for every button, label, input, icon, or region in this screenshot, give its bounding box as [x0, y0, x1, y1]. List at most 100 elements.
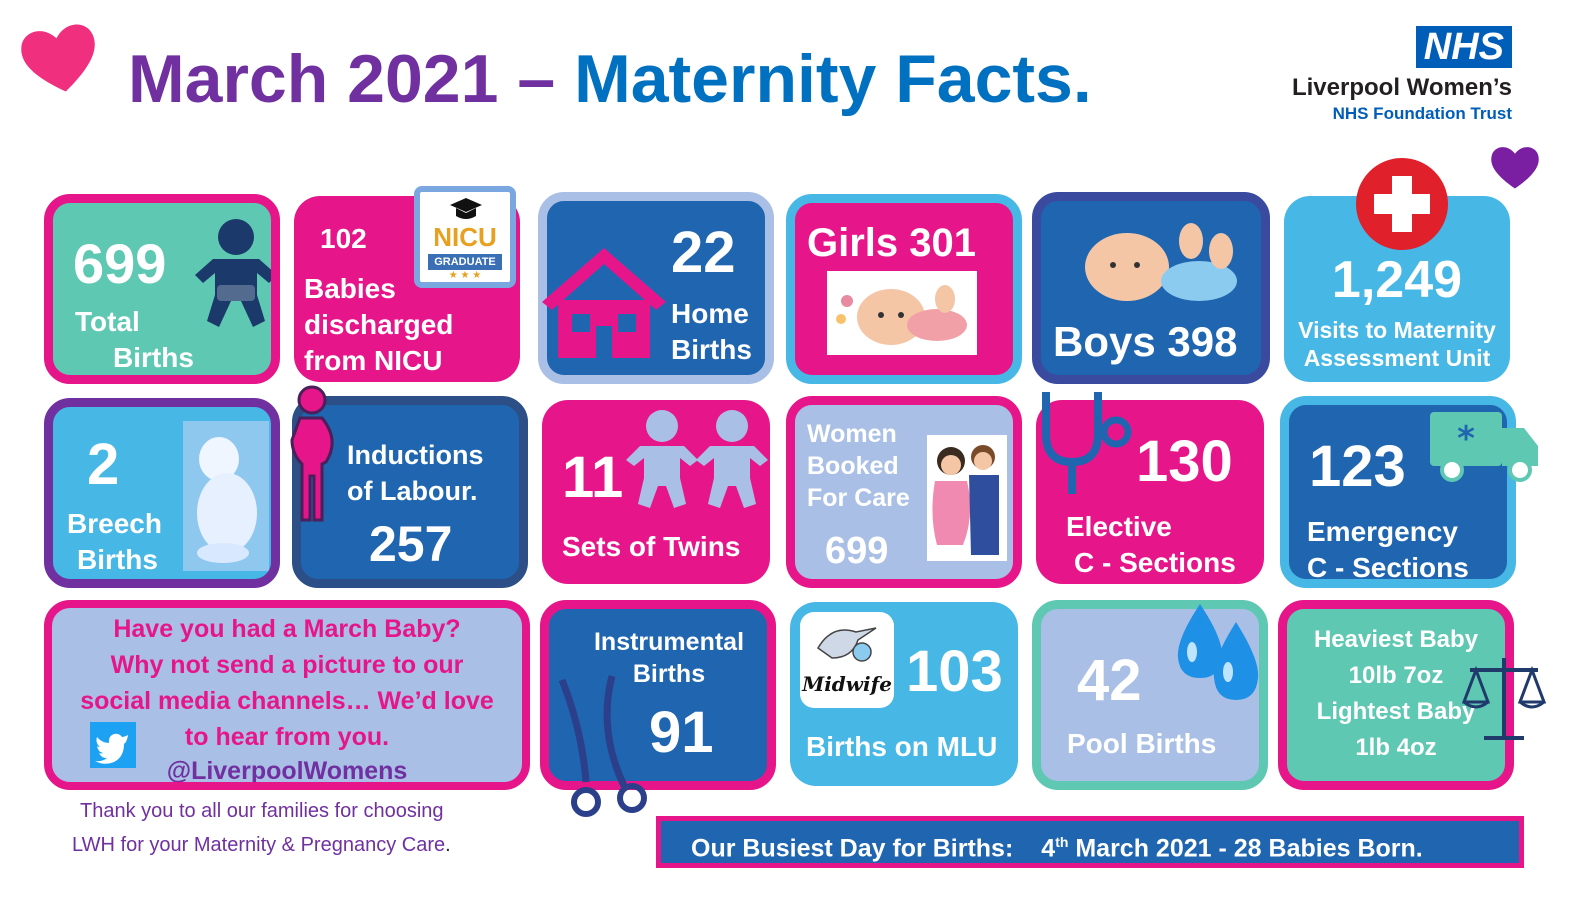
breech-births-label-1: Breech	[67, 508, 162, 539]
baby-boy-icon	[1085, 223, 1237, 301]
nicu-graduate-badge: NICU GRADUATE ★ ★ ★	[414, 186, 516, 288]
home-births-label-1: Home	[671, 298, 749, 329]
lightest-value: 1lb 4oz	[1355, 734, 1437, 761]
breech-births-value: 2	[87, 432, 120, 497]
pool-value: 42	[1077, 648, 1142, 713]
instrumental-label-1: Instrumental	[593, 628, 745, 656]
twins-label: Sets of Twins	[562, 531, 741, 562]
busiest-day-suffix: th	[1055, 834, 1069, 850]
graduate-ribbon: GRADUATE	[428, 254, 502, 270]
elective-value: 130	[1136, 429, 1233, 494]
medical-cross-icon	[1356, 158, 1448, 250]
instrumental-label-2: Births	[632, 660, 706, 688]
twitter-handle: @LiverpoolWomens	[166, 757, 408, 785]
baby-icon	[195, 219, 271, 327]
nhs-badge: NHS	[1415, 26, 1512, 68]
heaviest-label: Heaviest Baby	[1313, 626, 1479, 653]
pool-births-tile: 42 Pool Births	[1032, 600, 1268, 790]
mlu-value: 103	[906, 639, 1003, 704]
nicu-value: 102	[320, 223, 367, 254]
midwife-with-mother-icon	[927, 435, 1007, 561]
emergency-value: 123	[1309, 434, 1406, 499]
baby-weights-tile: Heaviest Baby 10lb 7oz Lightest Baby 1lb…	[1278, 600, 1514, 790]
nicu-badge-text: NICU	[433, 222, 497, 252]
house-icon	[542, 248, 666, 358]
nicu-label-3: from NICU	[304, 345, 443, 376]
water-drops-icon	[1177, 604, 1259, 700]
emergency-label-1: Emergency	[1307, 516, 1458, 547]
home-births-label-2: Births	[671, 334, 752, 365]
total-births-label-2: Births	[113, 342, 194, 373]
midwife-badge: Midwife	[800, 612, 894, 708]
elective-label-2: C - Sections	[1074, 547, 1236, 578]
busiest-day-banner: Our Busiest Day for Births: 4th March 202…	[656, 816, 1524, 868]
mau-visits-label-1: Visits to Maternity	[1298, 317, 1496, 343]
breech-baby-icon	[183, 421, 269, 571]
emergency-label-2: C - Sections	[1307, 552, 1469, 583]
svg-text:*: *	[1457, 419, 1475, 459]
total-births-tile: 699 Total Births	[44, 194, 280, 384]
march-baby-line-4: to hear from you.	[184, 723, 390, 751]
nicu-label-2: discharged	[304, 309, 454, 340]
busiest-day-date: 4	[1041, 834, 1056, 863]
thank-you-period: .	[445, 834, 451, 856]
purple-heart-icon	[1491, 147, 1539, 189]
midwife-badge-text: Midwife	[802, 672, 892, 696]
stethoscope-icon	[1042, 392, 1132, 494]
breech-births-label-2: Births	[77, 544, 158, 575]
twitter-icon	[90, 722, 136, 768]
emergency-c-section-tile: 123 Emergency C - Sections	[1280, 396, 1516, 588]
instrumental-value: 91	[649, 700, 714, 765]
pink-heart-icon	[21, 24, 95, 92]
busiest-day-detail: March 2021 - 28 Babies Born.	[1068, 834, 1423, 863]
thank-you-text: LWH for your Maternity & Pregnancy Care	[72, 834, 446, 856]
home-births-tile: 22 Home Births	[538, 192, 774, 384]
mlu-label: Births on MLU	[806, 731, 998, 762]
booked-label-2: Booked	[807, 452, 899, 480]
booked-label-1: Women	[807, 420, 897, 448]
ambulance-icon: *	[1430, 412, 1538, 482]
nhs-logo: NHS Liverpool Women’s NHS Foundation Tru…	[1240, 26, 1520, 126]
scales-icon	[1462, 658, 1546, 740]
twins-icon	[626, 410, 768, 508]
baby-girl-photo	[827, 271, 977, 355]
march-baby-line-2: Why not send a picture to our	[110, 651, 464, 679]
inductions-label-2: of Labour.	[347, 476, 478, 506]
thank-you-line-1: Thank you to all our families for choosi…	[80, 800, 444, 822]
twins-tile: 11 Sets of Twins	[542, 400, 770, 584]
inductions-label-1: Inductions	[347, 440, 484, 470]
instrumental-births-tile: Instrumental Births 91	[540, 600, 776, 790]
home-births-value: 22	[671, 220, 736, 285]
forceps-icon	[558, 675, 647, 817]
breech-births-tile: 2 Breech Births	[44, 398, 280, 588]
total-births-value: 699	[73, 232, 167, 295]
elective-label-1: Elective	[1066, 511, 1172, 542]
booked-value: 699	[825, 530, 889, 572]
title-facts: Maternity Facts.	[574, 41, 1092, 117]
pool-label: Pool Births	[1067, 728, 1217, 759]
title-month: March 2021 –	[128, 41, 575, 117]
boys-tile: Boys 398	[1032, 192, 1270, 384]
inductions-tile: Inductions of Labour. 257	[292, 396, 528, 588]
nicu-label-1: Babies	[304, 273, 396, 304]
busiest-day-label: Our Busiest Day for Births:	[691, 834, 1014, 863]
twins-value: 11	[562, 445, 624, 510]
pregnant-woman-icon	[290, 385, 334, 522]
trust-name: Liverpool Women’s	[1291, 74, 1512, 101]
mau-visits-label-2: Assessment Unit	[1303, 345, 1491, 371]
total-births-label-1: Total	[75, 306, 140, 337]
heaviest-value: 10lb 7oz	[1348, 662, 1444, 689]
boys-label: Boys 398	[1053, 318, 1238, 365]
inductions-value: 257	[369, 516, 453, 572]
mau-visits-tile: 1,249 Visits to Maternity Assessment Uni…	[1284, 196, 1510, 382]
lightest-label: Lightest Baby	[1316, 698, 1476, 725]
stork-icon	[817, 627, 877, 662]
women-booked-tile: Women Booked For Care 699	[786, 396, 1022, 588]
girls-label: Girls 301	[807, 221, 977, 265]
march-baby-line-1: Have you had a March Baby?	[113, 615, 461, 643]
trust-subtitle: NHS Foundation Trust	[1332, 104, 1512, 123]
booked-label-3: For Care	[807, 484, 910, 512]
page-title: March 2021 – Maternity Facts.	[128, 40, 1092, 118]
star-icons: ★ ★ ★	[448, 270, 482, 281]
march-baby-line-3: social media channels… We’d love	[80, 687, 494, 715]
